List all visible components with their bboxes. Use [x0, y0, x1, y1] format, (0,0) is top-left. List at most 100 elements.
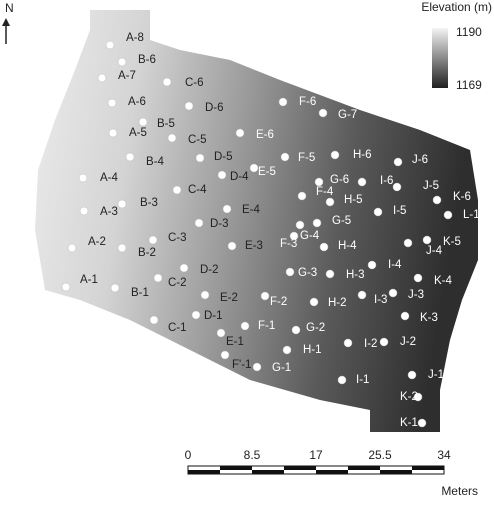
- sample-point: [443, 210, 453, 220]
- sample-point: [105, 40, 115, 50]
- point-label: E-3: [245, 240, 263, 252]
- sample-point: [125, 152, 135, 162]
- point-label: K-5: [443, 236, 461, 248]
- point-label: I-6: [380, 175, 393, 187]
- sample-point: [282, 345, 292, 355]
- sample-point: [179, 263, 189, 273]
- point-label: D-5: [214, 151, 233, 163]
- scale-bar-segment: [316, 470, 348, 474]
- sample-point: [107, 98, 117, 108]
- point-label: K-2: [400, 391, 418, 403]
- sample-point: [295, 220, 305, 230]
- sample-point: [78, 173, 88, 183]
- point-label: G-7: [338, 109, 357, 121]
- sample-point: [97, 73, 107, 83]
- point-label: A-1: [80, 274, 98, 286]
- point-label: I-5: [393, 205, 406, 217]
- sample-point: [357, 290, 367, 300]
- sample-point: [220, 350, 230, 360]
- sample-point: [312, 218, 322, 228]
- point-label: H-4: [338, 240, 357, 252]
- scale-bar: 0 8.5 17 25.5 34: [185, 448, 451, 475]
- point-label: A-2: [88, 236, 106, 248]
- sample-point: [337, 375, 347, 385]
- point-label: E-4: [242, 204, 261, 216]
- point-label: H-5: [344, 194, 363, 206]
- sample-point: [285, 267, 295, 277]
- legend-colorbar: [432, 28, 448, 88]
- sample-point: [217, 170, 227, 180]
- scale-unit: Meters: [441, 484, 478, 498]
- sample-point: [297, 191, 307, 201]
- sample-point: [291, 325, 301, 335]
- sample-point: [252, 362, 262, 372]
- point-label: J-3: [408, 289, 424, 301]
- point-label: B-6: [138, 54, 156, 66]
- sample-point: [249, 163, 259, 173]
- sample-point: [367, 260, 377, 270]
- point-label: F-1: [258, 320, 275, 332]
- sample-point: [61, 282, 71, 292]
- sample-point: [319, 242, 329, 252]
- sample-point: [184, 101, 194, 111]
- sample-point: [222, 204, 232, 214]
- elevation-raster: [35, 10, 478, 432]
- point-label: G-3: [298, 267, 317, 279]
- point-label: F-5: [298, 152, 315, 164]
- sample-point: [153, 273, 163, 283]
- sample-point: [422, 235, 432, 245]
- scale-bar-segment: [220, 466, 252, 470]
- scale-bar-segment: [348, 466, 380, 470]
- sample-point: [216, 328, 226, 338]
- point-label: I-3: [374, 294, 387, 306]
- point-label: I-2: [364, 338, 377, 350]
- sample-point: [117, 199, 127, 209]
- sample-point: [373, 207, 383, 217]
- point-label: F-4: [316, 186, 334, 198]
- sample-point: [191, 310, 201, 320]
- sample-point: [117, 57, 127, 67]
- point-label: A-4: [100, 172, 119, 184]
- sample-point: [325, 269, 335, 279]
- scale-bar-segment: [412, 466, 444, 470]
- sample-points: A-8 B-6A-7 C-6 A-6 D-6 B-5 A-5 C-5 E-6 F-6 G-7 B-4 D…: [61, 32, 480, 429]
- point-label: J-2: [400, 336, 416, 348]
- sample-point: [289, 231, 299, 241]
- sample-point: [200, 290, 210, 300]
- scale-label: 25.5: [368, 448, 392, 462]
- sample-point: [330, 150, 340, 160]
- point-label: A-8: [126, 32, 144, 44]
- point-label: F'-1: [232, 359, 251, 371]
- scale-bar-segment: [284, 466, 316, 470]
- point-label: A-6: [128, 96, 146, 108]
- point-label: K-6: [453, 191, 471, 203]
- scale-bar-segment: [188, 470, 220, 474]
- sample-point: [388, 288, 398, 298]
- point-label: H-3: [346, 269, 365, 281]
- legend-max: 1190: [456, 25, 482, 39]
- point-label: E-2: [220, 292, 238, 304]
- point-label: B-1: [131, 287, 149, 299]
- point-label: L-1: [463, 209, 480, 221]
- point-label: F-6: [299, 96, 316, 108]
- legend-title: Elevation (m): [421, 0, 492, 14]
- point-label: F-2: [270, 296, 287, 308]
- sample-point: [110, 283, 120, 293]
- sample-point: [318, 108, 328, 118]
- sample-point: [195, 153, 205, 163]
- sample-point: [172, 185, 182, 195]
- point-label: J-4: [426, 245, 443, 257]
- sample-point: [148, 235, 158, 245]
- north-label: N: [5, 1, 14, 15]
- sample-point: [67, 243, 77, 253]
- point-label: A-5: [129, 127, 147, 139]
- point-label: C-4: [188, 184, 207, 196]
- sample-point: [407, 370, 417, 380]
- point-label: C-2: [168, 277, 187, 289]
- sample-point: [357, 177, 367, 187]
- point-label: D-3: [210, 218, 229, 230]
- sample-point: [278, 97, 288, 107]
- sample-point: [393, 157, 403, 167]
- sample-point: [138, 117, 148, 127]
- point-label: E-5: [258, 166, 276, 178]
